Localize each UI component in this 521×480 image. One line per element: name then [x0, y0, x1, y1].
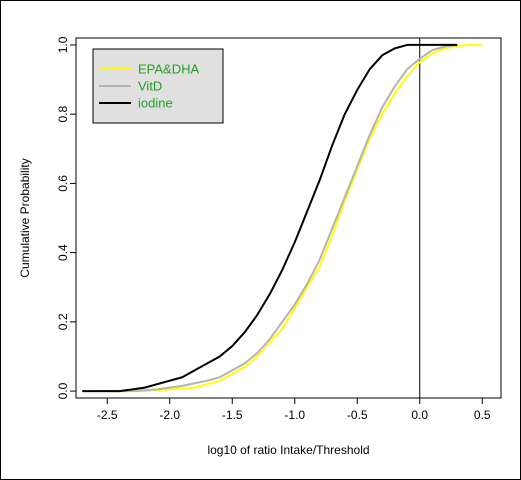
y-tick-label: 1.0 [56, 36, 70, 53]
y-tick-label: 0.2 [56, 313, 70, 330]
x-axis-label: log10 of ratio Intake/Threshold [207, 443, 369, 457]
series-line-epa-dha [113, 43, 483, 393]
y-tick-label: 0.6 [56, 175, 70, 192]
x-tick-label: -1.5 [222, 408, 243, 422]
x-tick-label: 0.5 [474, 408, 491, 422]
legend-label: EPA&DHA [138, 62, 199, 77]
x-tick-label: -2.0 [159, 408, 180, 422]
series-layer [82, 43, 483, 393]
y-tick-label: 0.4 [56, 244, 70, 261]
x-tick-label: -0.5 [347, 408, 368, 422]
legend-label: VitD [138, 79, 162, 94]
y-tick-label: 0.0 [56, 382, 70, 399]
x-tick-label: -1.0 [284, 408, 305, 422]
y-axis-label: Cumulative Probability [18, 158, 32, 277]
axes-layer: -2.5 -2.0 -1.5 -1.0 -0.5 0.0 0.5 0.0 0.2 0.4 0.6 0.… [56, 36, 491, 422]
legend: EPA&DHA VitD iodine [92, 48, 224, 124]
series-line-iodine [82, 43, 458, 393]
x-tick-label: -2.5 [97, 408, 118, 422]
legend-label: iodine [138, 96, 173, 111]
x-tick-label: 0.0 [411, 408, 428, 422]
plot-area-border [75, 37, 502, 399]
series-line-vitd [101, 43, 458, 393]
y-tick-label: 0.8 [56, 105, 70, 122]
